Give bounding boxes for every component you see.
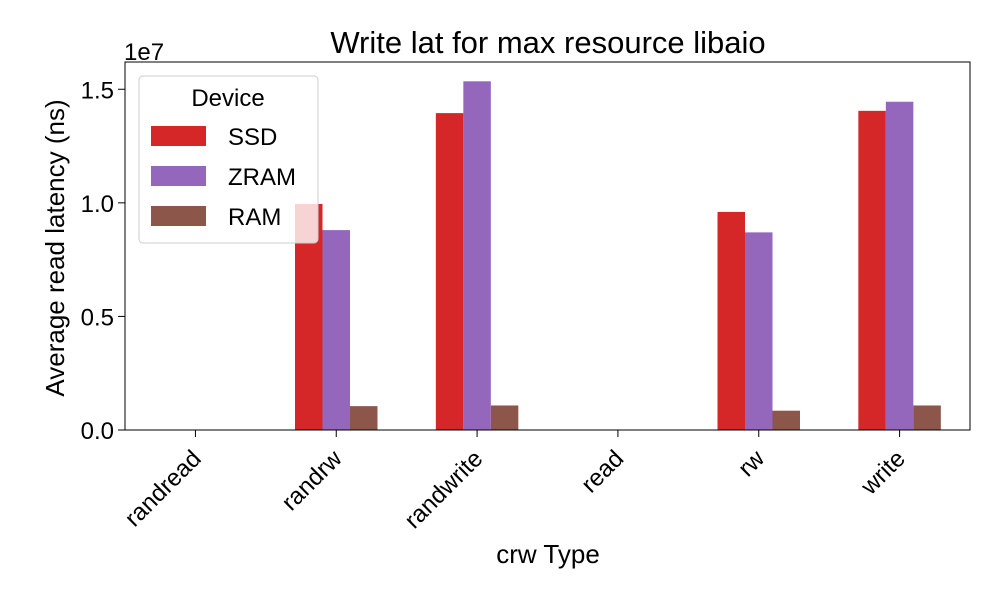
bar-ram-randrw [350,406,378,430]
legend-title: Device [191,85,264,112]
y-tick-label: 0.5 [81,304,114,331]
legend-label-ram: RAM [228,204,281,231]
bar-zram-write [885,101,914,431]
bar-ram-write [913,405,941,430]
x-tick-label-write: write [855,445,911,501]
bar-ram-randwrite [490,405,519,430]
x-tick-label-read: read [576,445,629,498]
bar-ssd-randwrite [435,113,464,430]
plot-frame [124,61,971,431]
x-tick-label-randread: randread [120,445,207,532]
bars-layer [295,81,941,431]
y-axis-label: Average read latency (ns) [40,99,70,396]
x-tick-label-rw: rw [733,445,770,482]
y-ticks: 0.0 0.5 1.0 1.5 [81,77,125,445]
x-axis-label: crw Type [496,539,600,569]
legend-swatch-zram [151,166,206,186]
bar-ssd-write [858,110,886,430]
x-ticks: randread randrw randwrite read rw write [120,430,911,534]
bar-ssd-rw [717,211,745,430]
y-tick-label: 1.5 [81,77,114,104]
bar-zram-randrw [322,230,350,430]
legend-swatch-ssd [151,126,206,146]
legend-swatch-ram [151,206,206,226]
bar-zram-rw [745,232,773,430]
bar-zram-randwrite [463,81,491,430]
x-tick-label-randwrite: randwrite [399,445,488,534]
legend-box [138,75,319,244]
x-tick-label-randrw: randrw [277,445,348,516]
bar-ram-rw [772,410,800,430]
legend-label-ssd: SSD [228,124,277,151]
y-tick-label: 0.0 [81,418,114,445]
chart-title: Write lat for max resource libaio [330,25,765,60]
legend-label-zram: ZRAM [228,164,296,191]
y-tick-label: 1.0 [81,191,114,218]
legend: Device SSD ZRAM RAM [138,75,319,244]
